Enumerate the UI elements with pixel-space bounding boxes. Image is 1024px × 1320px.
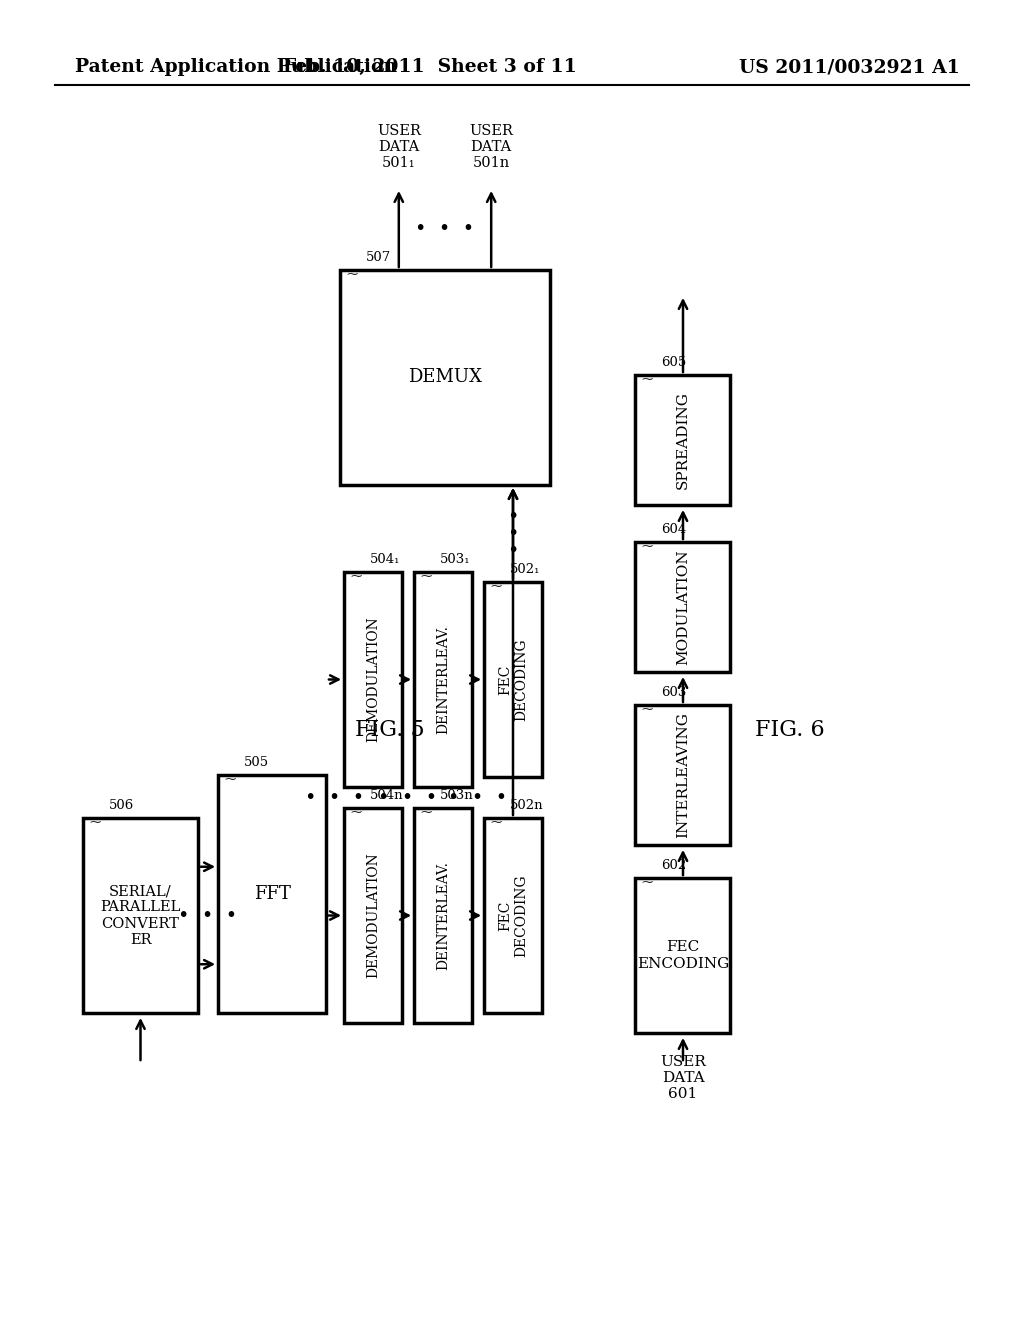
Text: ~: ~ xyxy=(489,578,503,594)
Text: ~: ~ xyxy=(349,568,362,585)
Text: •  •  •: • • • xyxy=(305,788,365,807)
Text: DEMODULATION: DEMODULATION xyxy=(366,853,380,978)
Text: •  •  •: • • • xyxy=(379,788,437,807)
Text: 505: 505 xyxy=(244,756,269,770)
Text: SERIAL/
PARALLEL
CONVERT
ER: SERIAL/ PARALLEL CONVERT ER xyxy=(100,884,180,946)
Bar xyxy=(340,271,550,484)
Text: ~: ~ xyxy=(223,771,237,788)
Text: ~: ~ xyxy=(419,568,433,585)
Text: ~: ~ xyxy=(640,537,653,554)
Text: FEC
DECODING: FEC DECODING xyxy=(498,874,528,957)
Text: ~: ~ xyxy=(489,813,503,830)
Text: 503₁: 503₁ xyxy=(440,553,470,566)
Text: DEMUX: DEMUX xyxy=(408,368,482,387)
Text: DEMODULATION: DEMODULATION xyxy=(366,616,380,742)
Text: USER
DATA
501n: USER DATA 501n xyxy=(469,124,513,170)
Text: ~: ~ xyxy=(640,701,653,718)
Bar xyxy=(414,572,472,787)
Bar xyxy=(484,582,542,777)
Text: US 2011/0032921 A1: US 2011/0032921 A1 xyxy=(739,58,961,77)
Text: 507: 507 xyxy=(366,251,391,264)
Text: SPREADING: SPREADING xyxy=(676,391,690,488)
Bar xyxy=(344,572,402,787)
Text: FEC
DECODING: FEC DECODING xyxy=(498,638,528,721)
Text: INTERLEAVING: INTERLEAVING xyxy=(676,711,690,838)
Text: 602: 602 xyxy=(662,859,686,873)
Bar xyxy=(83,818,198,1012)
Text: ~: ~ xyxy=(640,371,653,388)
Text: USER
DATA
501₁: USER DATA 501₁ xyxy=(377,124,421,170)
Text: 603: 603 xyxy=(662,686,686,700)
Text: 504₁: 504₁ xyxy=(370,553,400,566)
Bar xyxy=(635,705,730,845)
Text: USER
DATA
601: USER DATA 601 xyxy=(660,1055,706,1101)
Text: ~: ~ xyxy=(88,813,101,830)
Text: ~: ~ xyxy=(640,874,653,891)
Text: DEINTERLEAV.: DEINTERLEAV. xyxy=(436,861,450,970)
Text: FEC
ENCODING: FEC ENCODING xyxy=(637,940,729,970)
Text: 502₁: 502₁ xyxy=(510,564,541,576)
Text: FFT: FFT xyxy=(254,884,291,903)
Text: ~: ~ xyxy=(419,804,433,821)
Text: •  •  •: • • • xyxy=(178,906,238,925)
Text: Patent Application Publication: Patent Application Publication xyxy=(75,58,397,77)
Text: 504n: 504n xyxy=(370,789,403,803)
Text: ~: ~ xyxy=(345,265,358,282)
Text: ~: ~ xyxy=(349,804,362,821)
Text: FIG. 5: FIG. 5 xyxy=(355,719,425,741)
Bar xyxy=(635,543,730,672)
Text: Feb. 10, 2011  Sheet 3 of 11: Feb. 10, 2011 Sheet 3 of 11 xyxy=(283,58,577,77)
Text: •  •  •: • • • xyxy=(416,219,474,238)
Text: 503n: 503n xyxy=(440,789,474,803)
Text: 604: 604 xyxy=(662,523,686,536)
Text: DEINTERLEAV.: DEINTERLEAV. xyxy=(436,626,450,734)
Text: •  •  •: • • • xyxy=(449,788,508,807)
Text: 506: 506 xyxy=(109,799,134,812)
Bar xyxy=(635,878,730,1034)
Text: FIG. 6: FIG. 6 xyxy=(755,719,824,741)
Bar xyxy=(344,808,402,1023)
Text: MODULATION: MODULATION xyxy=(676,549,690,665)
Text: 502n: 502n xyxy=(510,799,544,812)
Text: 605: 605 xyxy=(662,356,686,370)
Bar xyxy=(484,818,542,1012)
Bar xyxy=(635,375,730,506)
Bar xyxy=(414,808,472,1023)
Bar xyxy=(218,775,326,1012)
Text: •
•
•: • • • xyxy=(507,507,519,561)
